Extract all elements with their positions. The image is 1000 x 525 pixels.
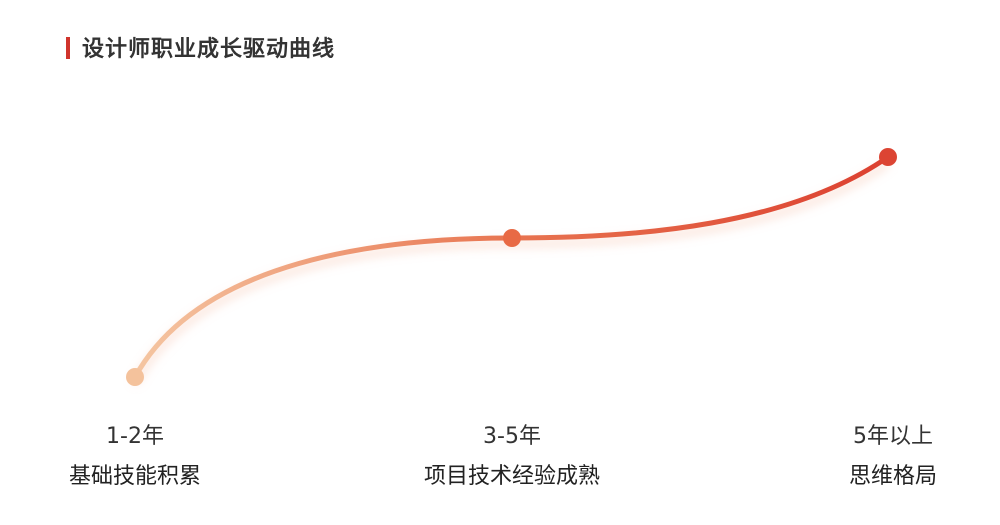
stage-2-period: 3-5年 [483,424,541,449]
stage-2-description: 项目技术经验成熟 [423,464,600,489]
page-title: 设计师职业成长驱动曲线 [82,37,336,62]
stage-point-3 [879,148,897,166]
stage-3-description: 思维格局 [848,464,937,489]
stage-3-period: 5年以上 [853,424,933,449]
stage-1-period: 1-2年 [106,424,164,449]
stage-point-1 [126,368,144,386]
title-accent-bar [66,37,70,59]
curve-shadow [132,160,890,385]
stage-point-2 [503,229,521,247]
growth-curve [132,154,891,380]
stage-1-description: 基础技能积累 [68,464,201,489]
